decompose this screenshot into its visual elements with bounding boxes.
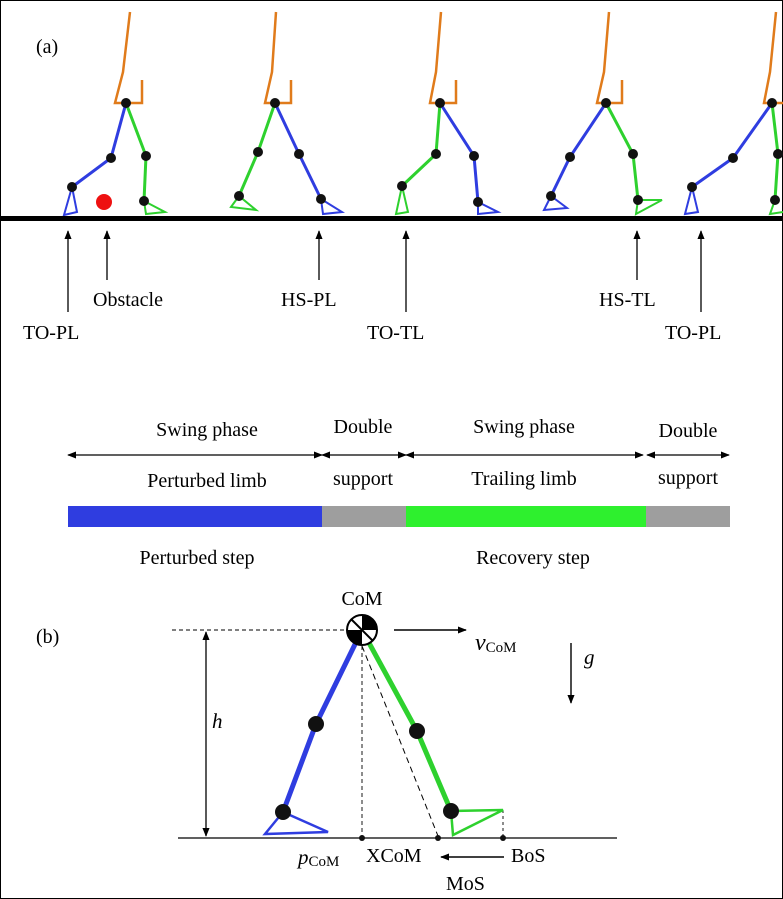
step-label-recovery: Recovery step	[476, 547, 590, 569]
ankle-joint	[139, 196, 149, 206]
xcom-projection-line	[361, 645, 439, 837]
trailing-foot-b	[449, 808, 504, 837]
pcom-point	[359, 835, 365, 841]
perturbed-foot	[542, 194, 570, 212]
ground-line	[0, 216, 783, 221]
ankle-joint	[770, 195, 780, 205]
trailing-foot	[142, 199, 169, 216]
phase-double-1-top: Double	[334, 416, 393, 438]
phase-swing-pl-bottom: Perturbed limb	[147, 470, 266, 492]
perturbed-leg	[549, 102, 608, 197]
knee-joint	[728, 153, 738, 163]
knee-joint	[628, 149, 638, 159]
step-label-perturbed: Perturbed step	[140, 547, 255, 569]
trunk-segment	[428, 11, 458, 105]
ankle-joint	[546, 191, 556, 201]
walker-figure-1	[62, 11, 169, 217]
knee-joint	[141, 151, 151, 161]
phase-bar-trailing-swing	[406, 506, 646, 527]
trunk-segment	[113, 11, 144, 105]
perturbed-foot	[683, 186, 700, 216]
phase-swing-tl-bottom: Trailing limb	[471, 468, 576, 490]
ankle-joint	[67, 182, 77, 192]
perturbed-foot-b	[262, 810, 329, 836]
perturbed-leg	[71, 102, 128, 189]
perturbed-foot	[62, 186, 79, 217]
phase-swing-tl-top: Swing phase	[473, 416, 575, 438]
trailing-foot	[394, 185, 410, 216]
bos-point	[500, 835, 506, 841]
phase-double-2-bottom: support	[658, 467, 718, 489]
gravity-label: g	[584, 645, 595, 669]
trailing-foot	[634, 199, 663, 216]
perturbed-foot	[477, 200, 502, 216]
ankle-joint	[633, 195, 643, 205]
knee-joint	[106, 153, 116, 163]
phase-bar-double-support-1	[322, 506, 406, 527]
knee-joint	[773, 149, 783, 159]
xcom-label: XCoM	[366, 845, 422, 867]
trunk-segment	[263, 11, 293, 105]
trunk-segment	[762, 11, 783, 105]
knee-joint	[469, 151, 479, 161]
velocity-label: vCoM	[475, 630, 517, 656]
trailing-leg-b	[359, 628, 454, 812]
event-label-to-pl-2: TO-PL	[665, 322, 721, 344]
knee-joint-b	[409, 723, 425, 739]
height-label: h	[212, 709, 223, 733]
com-symbol	[346, 614, 378, 646]
hip-joint	[270, 98, 280, 108]
ankle-joint	[234, 191, 244, 201]
ankle-joint	[316, 194, 326, 204]
ankle-joint-b	[443, 803, 459, 819]
event-label-to-tl: TO-TL	[367, 322, 424, 344]
hip-joint	[435, 98, 445, 108]
knee-joint	[294, 149, 304, 159]
event-label-hs-tl: HS-TL	[599, 289, 656, 311]
phase-double-1-bottom: support	[333, 468, 393, 490]
trailing-foot	[229, 194, 260, 212]
knee-joint	[253, 147, 263, 157]
knee-joint-b	[308, 716, 324, 732]
perturbed-foot	[319, 197, 346, 216]
ankle-joint	[473, 197, 483, 207]
walker-figure-3	[394, 11, 502, 216]
event-label-obstacle: Obstacle	[93, 289, 163, 311]
hip-joint	[767, 98, 777, 108]
phase-swing-pl-top: Swing phase	[156, 419, 258, 441]
trailing-leg	[400, 102, 442, 188]
walker-figure-5	[683, 11, 783, 216]
panel-b-label: (b)	[36, 626, 59, 648]
phase-double-2-top: Double	[659, 420, 718, 442]
com-label: CoM	[341, 588, 382, 610]
event-label-hs-pl: HS-PL	[281, 289, 337, 311]
knee-joint	[431, 149, 441, 159]
obstacle-marker	[96, 194, 112, 210]
perturbed-leg	[691, 102, 774, 189]
phase-bar-double-support-2	[646, 506, 730, 527]
trunk-segment	[595, 11, 624, 105]
xcom-point	[435, 835, 441, 841]
ankle-joint-b	[275, 804, 291, 820]
panel-a: (a)	[0, 11, 783, 569]
pcom-label: pCoM	[296, 845, 339, 870]
mos-label: MoS	[446, 873, 485, 895]
hip-joint	[601, 98, 611, 108]
phase-bar-perturbed-swing	[68, 506, 322, 527]
panel-a-label: (a)	[36, 36, 58, 58]
hip-joint	[121, 98, 131, 108]
knee-joint	[565, 152, 575, 162]
ankle-joint	[687, 182, 697, 192]
walker-figure-4	[542, 11, 663, 216]
bos-label: BoS	[511, 845, 545, 867]
event-label-to-pl-1: TO-PL	[23, 322, 79, 344]
walker-figure-2	[229, 11, 346, 216]
ankle-joint	[397, 181, 407, 191]
panel-b: (b) h CoM vCoM	[36, 588, 617, 895]
